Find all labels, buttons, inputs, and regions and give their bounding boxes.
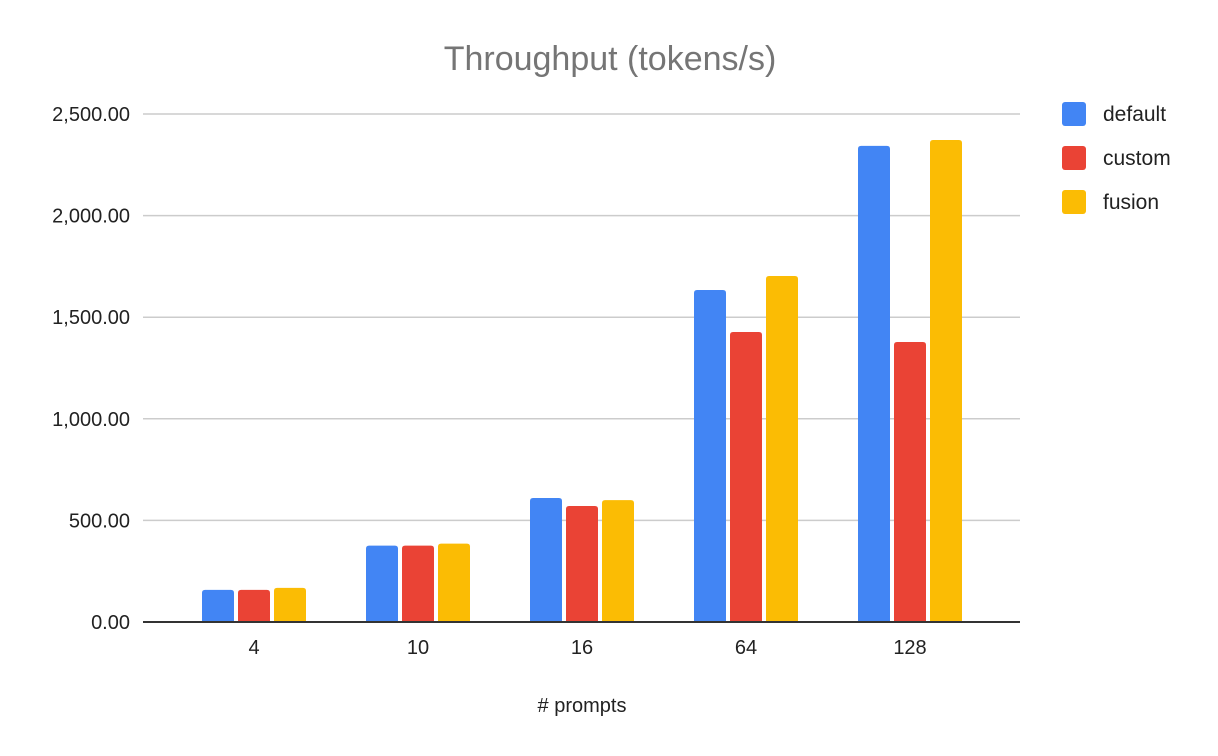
y-tick-label: 1,500.00 — [52, 307, 130, 329]
x-tick-label: 10 — [407, 637, 429, 659]
bar-fusion-4 — [274, 587, 306, 622]
bar-custom-16 — [566, 505, 598, 622]
y-tick-label: 2,000.00 — [52, 206, 130, 228]
y-tick-label: 0.00 — [91, 612, 130, 634]
x-axis-label: # prompts — [538, 695, 627, 717]
legend-label-custom: custom — [1103, 147, 1171, 170]
bar-default-128 — [858, 145, 890, 622]
legend-label-fusion: fusion — [1103, 191, 1159, 214]
bar-default-64 — [694, 289, 726, 622]
bar-fusion-10 — [438, 543, 470, 622]
bar-fusion-128 — [930, 140, 962, 623]
x-tick-label: 16 — [571, 637, 593, 659]
legend-swatch-fusion — [1062, 190, 1086, 214]
x-tick-label: 4 — [248, 637, 259, 659]
bar-fusion-16 — [602, 500, 634, 622]
bar-default-10 — [366, 545, 398, 622]
legend-swatch-custom — [1062, 146, 1086, 170]
bar-custom-128 — [894, 341, 926, 622]
bar-fusion-64 — [766, 275, 798, 622]
x-tick-label: 128 — [893, 637, 926, 659]
y-tick-label: 2,500.00 — [52, 104, 130, 126]
bar-custom-64 — [730, 332, 762, 622]
chart-title: Throughput (tokens/s) — [444, 40, 777, 78]
legend-swatch-default — [1062, 102, 1086, 126]
x-tick-label: 64 — [735, 637, 757, 659]
y-tick-label: 500.00 — [69, 510, 130, 532]
bar-custom-10 — [402, 545, 434, 622]
y-tick-label: 1,000.00 — [52, 409, 130, 431]
bar-default-16 — [530, 498, 562, 622]
bar-custom-4 — [238, 589, 270, 622]
bar-default-4 — [202, 589, 234, 622]
legend-label-default: default — [1103, 103, 1166, 126]
